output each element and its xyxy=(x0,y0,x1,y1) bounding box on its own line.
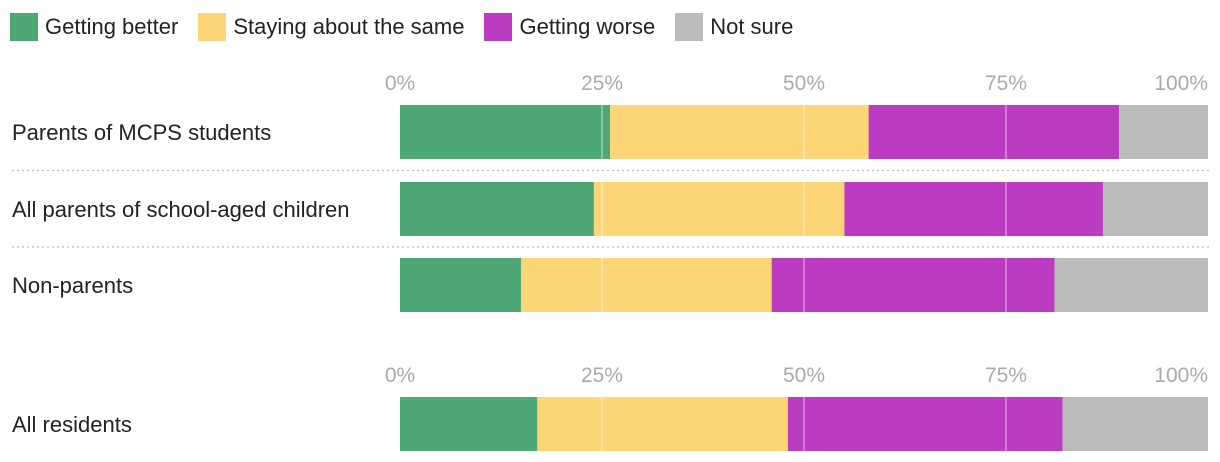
bar-segment-getting-better-all-parents-of-school-aged-children xyxy=(400,182,594,236)
category-label-parents-of-mcps-students: Parents of MCPS students xyxy=(12,120,271,145)
tick-label-25-1: 25% xyxy=(581,72,623,95)
bar-segment-staying-about-the-same-non-parents xyxy=(521,258,772,312)
legend-label-getting-worse: Getting worse xyxy=(519,14,656,39)
tick-label-0-2: 0% xyxy=(385,364,415,387)
tick-label-0-1: 0% xyxy=(385,72,415,95)
bar-segment-not-sure-parents-of-mcps-students xyxy=(1119,105,1208,159)
legend-swatch-staying-same xyxy=(198,13,227,41)
bar-segment-getting-better-non-parents xyxy=(400,258,522,312)
tick-label-100-1: 100% xyxy=(1154,72,1208,95)
legend-swatch-getting-worse xyxy=(484,13,513,41)
category-label-non-parents: Non-parents xyxy=(12,273,133,298)
legend-item-staying-same: Staying about the same xyxy=(198,13,464,41)
bar-segment-getting-worse-all-residents xyxy=(787,397,1063,451)
bar-segment-staying-about-the-same-all-residents xyxy=(537,397,788,451)
bar-segment-getting-worse-parents-of-mcps-students xyxy=(868,105,1120,159)
legend-label-not-sure: Not sure xyxy=(710,14,794,39)
bar-segment-getting-better-all-residents xyxy=(400,397,538,451)
bar-segment-staying-about-the-same-parents-of-mcps-students xyxy=(610,105,869,159)
legend-swatch-getting-better xyxy=(10,13,38,41)
tick-label-25-2: 25% xyxy=(581,364,623,387)
bar-segment-staying-about-the-same-all-parents-of-school-aged-children xyxy=(593,182,845,236)
legend-swatch-not-sure xyxy=(675,13,704,41)
legend-label-staying-same: Staying about the same xyxy=(233,14,465,39)
tick-label-50-1: 50% xyxy=(783,72,825,95)
legend-item-getting-worse: Getting worse xyxy=(484,13,655,41)
legend-label-getting-better: Getting better xyxy=(45,14,179,39)
bar-segment-not-sure-all-residents xyxy=(1062,397,1208,451)
tick-label-50-2: 50% xyxy=(783,364,825,387)
bar-segment-getting-worse-all-parents-of-school-aged-children xyxy=(844,182,1103,236)
bar-segment-getting-worse-non-parents xyxy=(771,258,1055,312)
category-label-all-residents: All residents xyxy=(12,412,132,437)
tick-label-75-2: 75% xyxy=(985,364,1027,387)
category-label-all-parents-of-school-aged-children: All parents of school-aged children xyxy=(12,197,350,222)
bar-segment-not-sure-non-parents xyxy=(1054,258,1208,312)
tick-label-75-1: 75% xyxy=(985,72,1027,95)
bar-segment-getting-better-parents-of-mcps-students xyxy=(400,105,611,159)
chart-legend: Getting better Staying about the same Ge… xyxy=(10,13,813,41)
tick-label-100-2: 100% xyxy=(1154,364,1208,387)
legend-item-getting-better: Getting better xyxy=(10,13,178,41)
legend-item-not-sure: Not sure xyxy=(675,13,793,41)
bar-segment-not-sure-all-parents-of-school-aged-children xyxy=(1102,182,1208,236)
